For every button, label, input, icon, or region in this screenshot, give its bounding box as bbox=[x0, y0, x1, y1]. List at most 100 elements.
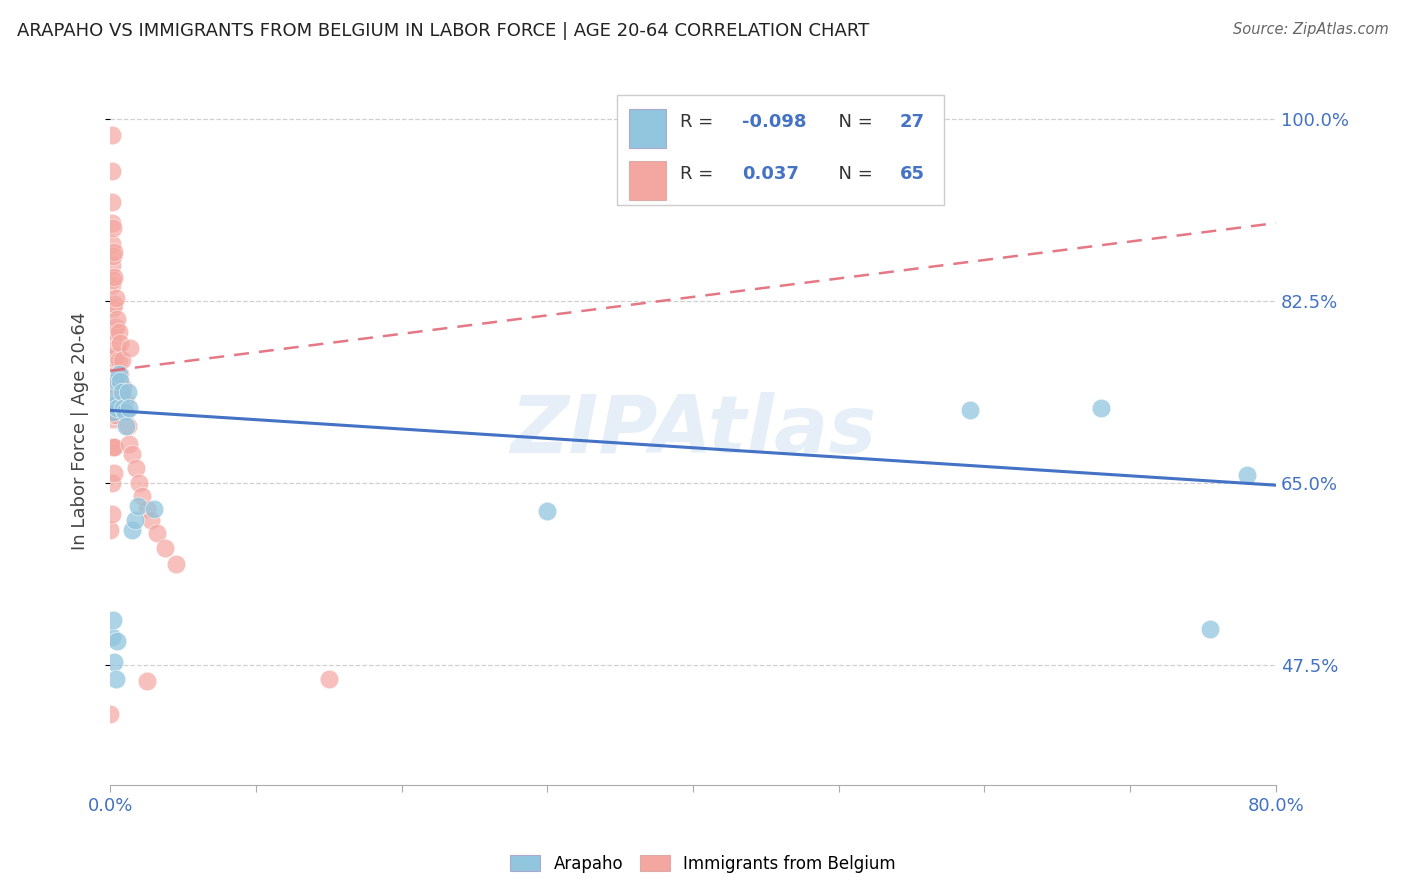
Point bbox=[105, 341, 128, 355]
Point bbox=[100, 216, 122, 230]
Point bbox=[108, 353, 131, 368]
Point bbox=[98, 706, 121, 721]
Point bbox=[104, 409, 127, 423]
Point bbox=[111, 353, 134, 368]
Point bbox=[100, 128, 122, 142]
Point bbox=[105, 398, 128, 412]
Point bbox=[105, 311, 128, 326]
Point bbox=[100, 403, 122, 417]
Text: ARAPAHO VS IMMIGRANTS FROM BELGIUM IN LABOR FORCE | AGE 20-64 CORRELATION CHART: ARAPAHO VS IMMIGRANTS FROM BELGIUM IN LA… bbox=[17, 22, 869, 40]
Point bbox=[103, 440, 125, 454]
Point bbox=[117, 418, 139, 433]
Point bbox=[104, 380, 127, 394]
Point bbox=[100, 398, 122, 412]
Point bbox=[108, 383, 131, 397]
Point bbox=[125, 460, 148, 475]
Point bbox=[121, 447, 143, 461]
Point bbox=[117, 384, 139, 399]
Point bbox=[103, 245, 125, 260]
Point bbox=[114, 392, 136, 407]
Point bbox=[101, 440, 124, 454]
Point bbox=[98, 523, 121, 537]
Point bbox=[121, 523, 143, 537]
Point bbox=[100, 630, 122, 644]
Point bbox=[103, 380, 125, 394]
Y-axis label: In Labor Force | Age 20-64: In Labor Force | Age 20-64 bbox=[72, 312, 89, 550]
Point bbox=[110, 335, 132, 350]
Point bbox=[100, 440, 122, 454]
Point bbox=[145, 526, 167, 541]
Point bbox=[104, 374, 127, 388]
Point bbox=[128, 476, 150, 491]
Point bbox=[104, 291, 127, 305]
Point bbox=[115, 418, 138, 433]
Point bbox=[135, 673, 157, 688]
Point bbox=[103, 270, 125, 285]
Point bbox=[101, 405, 124, 419]
Point bbox=[100, 508, 122, 522]
Point bbox=[114, 405, 136, 419]
Point bbox=[1090, 401, 1112, 416]
Bar bbox=[628, 161, 666, 200]
Point bbox=[142, 502, 165, 516]
Point bbox=[101, 301, 124, 316]
Point bbox=[111, 384, 134, 399]
Text: N =: N = bbox=[827, 165, 879, 184]
Point bbox=[101, 249, 124, 263]
Point bbox=[100, 476, 122, 491]
Legend: Arapaho, Immigrants from Belgium: Arapaho, Immigrants from Belgium bbox=[503, 848, 903, 880]
Point bbox=[101, 221, 124, 235]
Point bbox=[118, 401, 141, 416]
Point bbox=[103, 655, 125, 669]
Point bbox=[101, 273, 124, 287]
Point bbox=[165, 558, 187, 572]
Point bbox=[112, 401, 135, 416]
Point bbox=[111, 383, 134, 397]
Point bbox=[105, 634, 128, 648]
Text: R =: R = bbox=[681, 113, 720, 131]
Point bbox=[124, 512, 146, 526]
Point bbox=[103, 351, 125, 366]
Point bbox=[101, 411, 124, 425]
Point bbox=[103, 387, 125, 401]
Point bbox=[1236, 467, 1258, 482]
Point bbox=[104, 320, 127, 334]
Point bbox=[127, 499, 149, 513]
Point bbox=[105, 401, 128, 416]
Point bbox=[131, 489, 153, 503]
Point bbox=[100, 258, 122, 272]
Point bbox=[110, 374, 132, 388]
Point bbox=[115, 405, 138, 419]
Point bbox=[139, 512, 162, 526]
Point bbox=[100, 195, 122, 210]
Point bbox=[959, 403, 981, 417]
Point bbox=[103, 409, 125, 423]
Point bbox=[110, 398, 132, 412]
Point bbox=[110, 367, 132, 381]
Text: ZIPAtlas: ZIPAtlas bbox=[510, 392, 876, 470]
Point bbox=[100, 278, 122, 293]
Point bbox=[101, 328, 124, 343]
Point bbox=[100, 236, 122, 251]
Point bbox=[108, 326, 131, 340]
FancyBboxPatch shape bbox=[617, 95, 943, 205]
Text: Source: ZipAtlas.com: Source: ZipAtlas.com bbox=[1233, 22, 1389, 37]
Point bbox=[104, 349, 127, 363]
Text: N =: N = bbox=[827, 113, 879, 131]
Point bbox=[104, 672, 127, 686]
Point bbox=[318, 672, 340, 686]
Point bbox=[1199, 622, 1222, 636]
Point bbox=[120, 341, 142, 355]
Point bbox=[103, 466, 125, 480]
Point bbox=[108, 367, 131, 381]
Point bbox=[112, 380, 135, 394]
Bar bbox=[628, 109, 666, 148]
Text: R =: R = bbox=[681, 165, 720, 184]
Point bbox=[101, 384, 124, 399]
Text: 0.037: 0.037 bbox=[742, 165, 799, 184]
Point bbox=[105, 367, 128, 381]
Point bbox=[103, 324, 125, 338]
Text: -0.098: -0.098 bbox=[742, 113, 807, 131]
Point bbox=[101, 356, 124, 370]
Point bbox=[100, 164, 122, 178]
